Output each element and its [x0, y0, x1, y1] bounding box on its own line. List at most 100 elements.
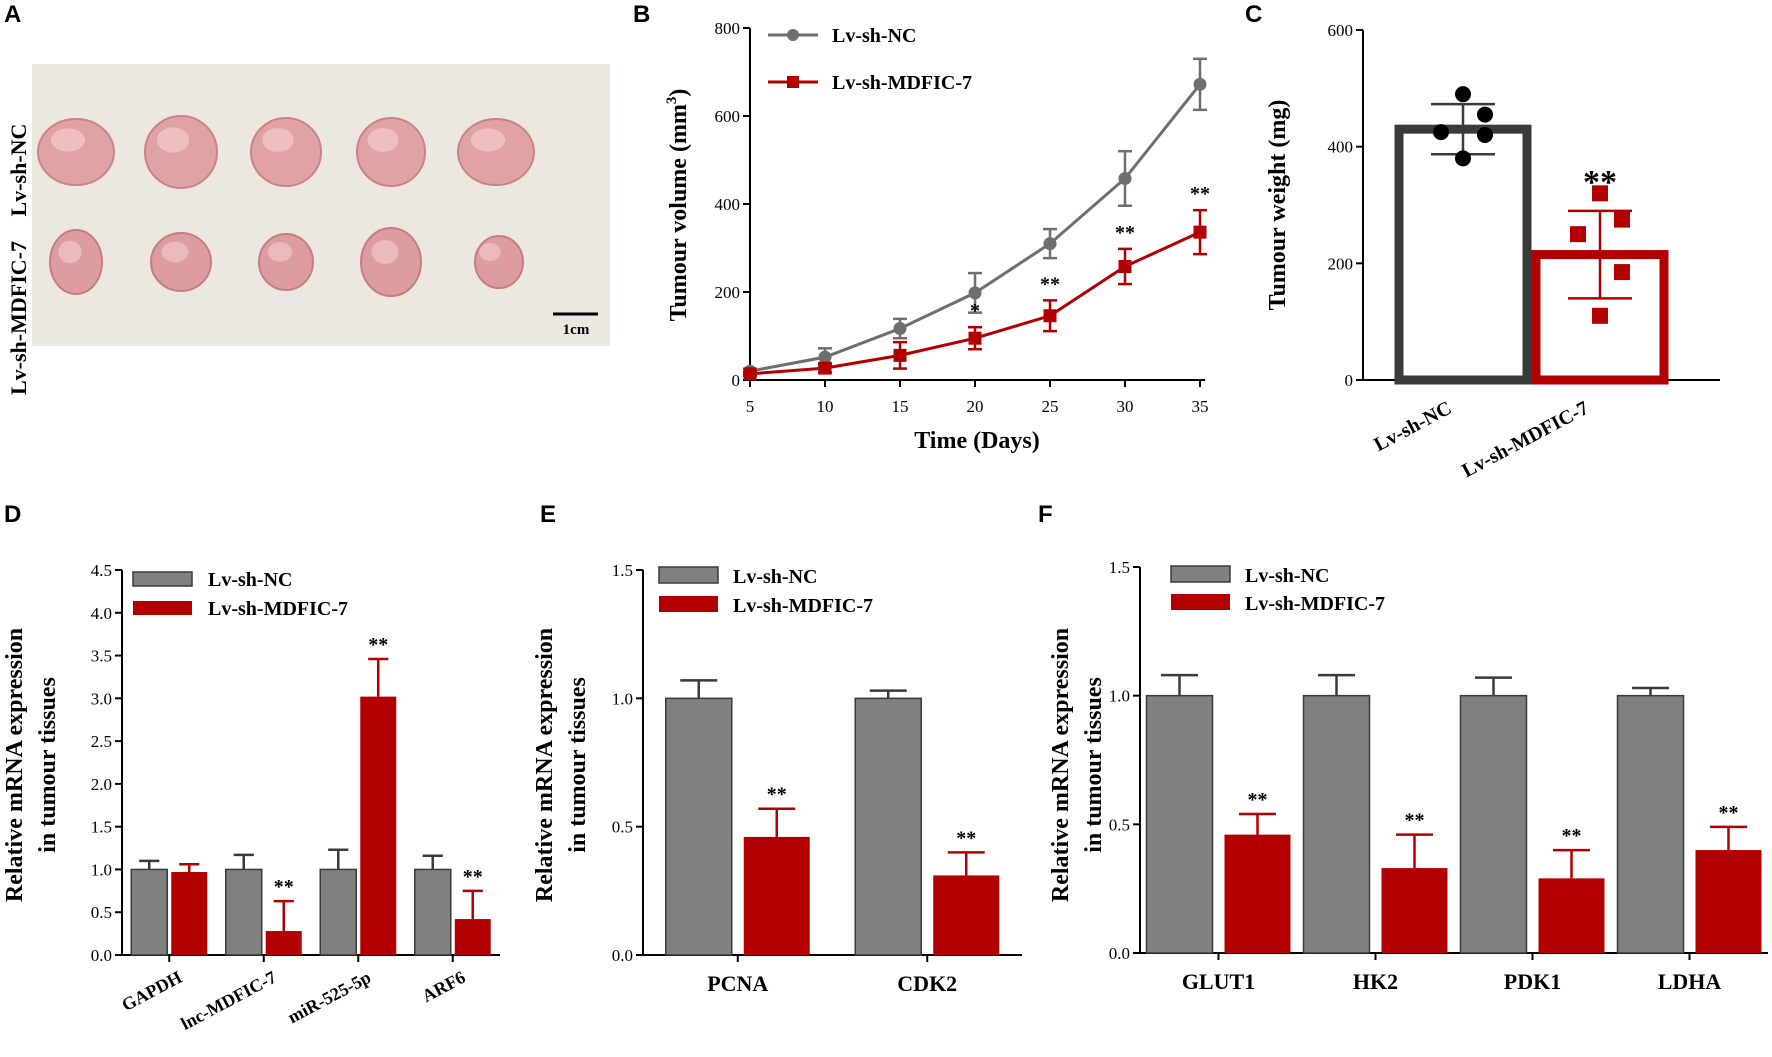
c-point-nc-3: [1477, 127, 1493, 143]
b-point-nc-6: [1193, 77, 1207, 91]
b-significance-4: **: [1040, 273, 1060, 295]
tumour-mdfic-highlight-3: [267, 242, 293, 262]
c-marks: Lv-sh-NC ** Lv-sh-MDFIC-7: [1370, 86, 1669, 482]
f-xcat-0: GLUT1: [1182, 969, 1255, 994]
d-ytick-label-6: 3.0: [91, 689, 112, 708]
d-significance-2: **: [368, 634, 388, 656]
d-ytick-label-0: 0.0: [91, 946, 112, 965]
b-ticks: 0 200 400 600 800 5 10 15 20 25 30 35: [715, 19, 1209, 416]
panel-label-a: A: [4, 1, 21, 28]
b-legend-marker-nc: [787, 29, 799, 41]
panel-f-bar-chart: F 0.00.51.01.5 **GLUT1**HK2**PDK1**LDHA …: [1038, 501, 1768, 994]
f-legend-swatch-mdfic: [1171, 594, 1230, 610]
c-xcat-0: Lv-sh-NC: [1370, 397, 1455, 456]
e-bar-0-1: [854, 697, 922, 956]
c-point-nc-1: [1477, 106, 1493, 123]
b-point-nc-4: [1043, 237, 1057, 251]
tumour-nc-highlight-4: [367, 128, 399, 152]
c-point-mdfic-4: [1592, 307, 1608, 324]
b-point-mdfic-2: [893, 348, 907, 362]
f-bar-1-0: [1224, 834, 1291, 953]
b-ytick-label-3: 600: [715, 107, 741, 126]
tumour-nc-4: [356, 117, 426, 187]
e-legend-swatch-mdfic: [659, 596, 718, 612]
f-significance-2: **: [1562, 825, 1582, 847]
tumour-nc-highlight-3: [262, 128, 294, 152]
d-ytick-label-8: 4.0: [91, 604, 112, 623]
f-ytick-label-0: 0.0: [1109, 944, 1130, 963]
e-legend-label-nc: Lv-sh-NC: [733, 566, 817, 588]
e-ytick-label-3: 1.5: [612, 561, 633, 580]
c-point-nc-2: [1433, 124, 1449, 141]
b-xtick-label-1: 10: [817, 397, 834, 416]
d-ytick-label-3: 1.5: [91, 818, 112, 837]
panel-c-bar-chart: C 0 200 400 600 Lv-sh-NC ** Lv-sh-MDFIC-7 Tum…: [1245, 1, 1720, 482]
f-bar-1-2: [1538, 878, 1605, 953]
c-xcat-1: Lv-sh-MDFIC-7: [1458, 397, 1592, 482]
c-point-mdfic-3: [1614, 264, 1630, 281]
b-point-mdfic-3: [968, 331, 982, 345]
b-significance-3: *: [970, 300, 980, 322]
d-xcat-0: GAPDH: [118, 967, 185, 1015]
d-legend-swatch-mdfic: [133, 601, 192, 615]
photo-row-label-nc: Lv-sh-NC: [6, 124, 31, 217]
c-bar-0: [1394, 124, 1532, 385]
e-significance-0: **: [767, 784, 787, 806]
b-legend-label-nc: Lv-sh-NC: [832, 25, 916, 47]
e-ytick-label-0: 0.0: [612, 946, 633, 965]
f-bar-0-0: [1145, 694, 1214, 954]
b-point-mdfic-6: [1193, 225, 1207, 239]
d-xcat-1: lnc-MDFIC-7: [178, 967, 280, 1034]
f-bar-1-1: [1381, 868, 1448, 953]
tumour-nc-1: [37, 118, 115, 186]
d-bar-0-1: [225, 868, 263, 956]
d-ytick-label-9: 4.5: [91, 561, 112, 580]
f-ticks: 0.0 0.5 1.0 1.5: [1109, 558, 1691, 963]
tumour-mdfic-3: [258, 233, 314, 291]
c-point-mdfic-2: [1570, 226, 1586, 243]
d-ytick-label-5: 2.5: [91, 732, 112, 751]
c-ytick-label-0: 0: [1345, 371, 1354, 390]
tumour-mdfic-highlight-4: [371, 240, 399, 264]
b-point-nc-2: [893, 322, 907, 336]
e-ticks: 0.0 0.5 1.0 1.5: [612, 561, 929, 965]
d-y-axis-label-2: in tumour tissues: [35, 677, 61, 853]
f-legend-label-nc: Lv-sh-NC: [1245, 565, 1329, 587]
b-xtick-label-3: 20: [967, 397, 984, 416]
e-y-axis-label-2: in tumour tissues: [565, 677, 591, 853]
d-legend-swatch-nc: [132, 571, 193, 587]
tumour-photo-group: [37, 115, 535, 297]
b-xtick-label-0: 5: [746, 397, 755, 416]
f-xcat-1: HK2: [1353, 969, 1398, 994]
f-legend-label-mdfic: Lv-sh-MDFIC-7: [1245, 593, 1385, 615]
f-marks: ** GLUT1 ** HK2 ** PDK1 ** LDHA: [1145, 673, 1762, 994]
tumour-mdfic-5: [474, 235, 524, 289]
panel-label-c: C: [1245, 1, 1262, 28]
f-bar-0-2: [1459, 694, 1528, 954]
f-bar-1-3: [1695, 850, 1762, 953]
e-xcat-0: PCNA: [707, 971, 768, 996]
d-bar-0-2: [319, 868, 357, 956]
f-y-axis-label-1: Relative mRNA expression: [1048, 628, 1074, 902]
f-ytick-label-2: 1.0: [1109, 687, 1130, 706]
b-point-nc-5: [1118, 171, 1132, 185]
d-ytick-label-4: 2.0: [91, 775, 112, 794]
b-point-mdfic-5: [1118, 259, 1132, 273]
panel-label-f: F: [1038, 501, 1053, 528]
b-xtick-label-2: 15: [892, 397, 909, 416]
d-legend-label-nc: Lv-sh-NC: [208, 569, 292, 591]
tumour-nc-highlight-1: [50, 128, 86, 152]
f-significance-0: **: [1248, 789, 1268, 811]
d-ytick-label-2: 1.0: [91, 860, 112, 879]
b-ylabel-sup: 3: [664, 97, 680, 105]
d-ytick-label-7: 3.5: [91, 647, 112, 666]
c-y-axis-label: Tumour weight (mg): [1265, 100, 1291, 311]
panel-d-bar-chart: D 0.0 0.5 1.0 1.5 2.0 2.5 3.0 3.5 4.0 4.5 GAPDH **…: [2, 501, 500, 1034]
tumour-mdfic-highlight-5: [479, 242, 501, 262]
e-y-axis-label-1: Relative mRNA expression: [532, 628, 558, 902]
f-y-axis-label-2: in tumour tissues: [1081, 677, 1107, 853]
b-ytick-label-1: 200: [715, 283, 741, 302]
d-bar-0-0: [130, 868, 168, 956]
d-bar-0-3: [414, 868, 452, 956]
